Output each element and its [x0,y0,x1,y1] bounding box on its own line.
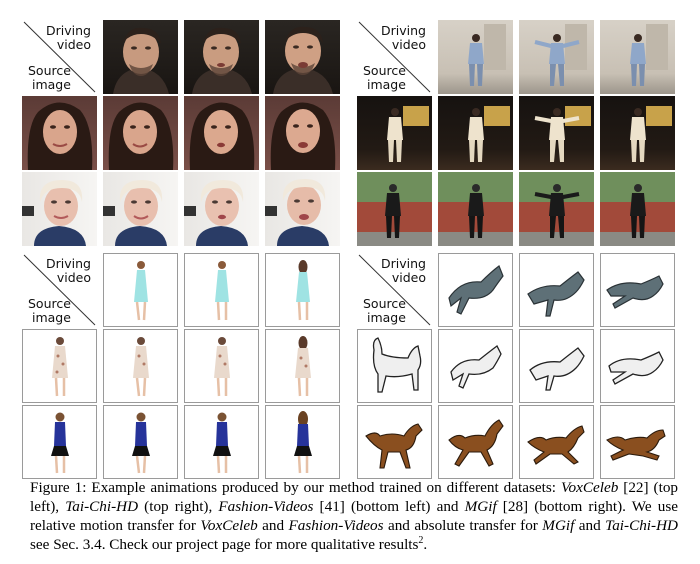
corner-label-tai-chi: Driving video Source image [357,20,432,94]
panel-mgif: Driving video Source image [357,253,675,479]
generated-frame [600,96,675,170]
generated-frame [103,329,178,403]
generated-frame [600,405,675,479]
generated-frame [184,96,259,170]
generated-frame [438,96,513,170]
source-image [357,405,432,479]
figure-label: Figure 1: [30,479,87,496]
driving-video-label: Driving video [46,256,91,285]
generated-frame [519,172,594,246]
driving-video-label: Driving video [46,23,91,52]
driving-frame [265,20,340,94]
source-image [22,96,97,170]
generated-frame [438,172,513,246]
driving-frame [600,20,675,94]
generated-frame [103,172,178,246]
source-image-label: Source image [28,296,71,325]
source-image [357,172,432,246]
panel-tai-chi-hd: Driving video Source image [357,20,675,246]
driving-frame [103,20,178,94]
driving-frame [519,253,594,327]
generated-frame [265,96,340,170]
source-image [357,329,432,403]
driving-video-label: Driving video [381,23,426,52]
source-image-label: Source image [363,296,406,325]
driving-frame [184,20,259,94]
generated-frame [265,329,340,403]
source-image [357,96,432,170]
generated-frame [103,405,178,479]
corner-label-mgif: Driving video Source image [357,253,432,327]
generated-frame [600,172,675,246]
generated-frame [265,405,340,479]
driving-frame [519,20,594,94]
driving-frame [438,20,513,94]
source-image [22,405,97,479]
figure-caption: Figure 1: Example animations produced by… [30,479,679,553]
generated-frame [103,96,178,170]
driving-frame [600,253,675,327]
generated-frame [519,405,594,479]
footnote-marker: 2 [418,534,424,546]
generated-frame [184,172,259,246]
driving-frame [438,253,513,327]
driving-frame [265,253,340,327]
driving-frame [103,253,178,327]
driving-frame [184,253,259,327]
source-image-label: Source image [363,63,406,92]
source-image [22,329,97,403]
panel-voxceleb: Driving video Source image [22,20,340,246]
generated-frame [600,329,675,403]
generated-frame [438,329,513,403]
generated-frame [184,329,259,403]
source-image [22,172,97,246]
generated-frame [184,405,259,479]
generated-frame [519,96,594,170]
generated-frame [438,405,513,479]
panel-fashion-videos: Driving video Source image [22,253,340,479]
source-image-label: Source image [28,63,71,92]
generated-frame [265,172,340,246]
driving-video-label: Driving video [381,256,426,285]
corner-label-fashion: Driving video Source image [22,253,97,327]
generated-frame [519,329,594,403]
corner-label-voxceleb: Driving video Source image [22,20,97,94]
